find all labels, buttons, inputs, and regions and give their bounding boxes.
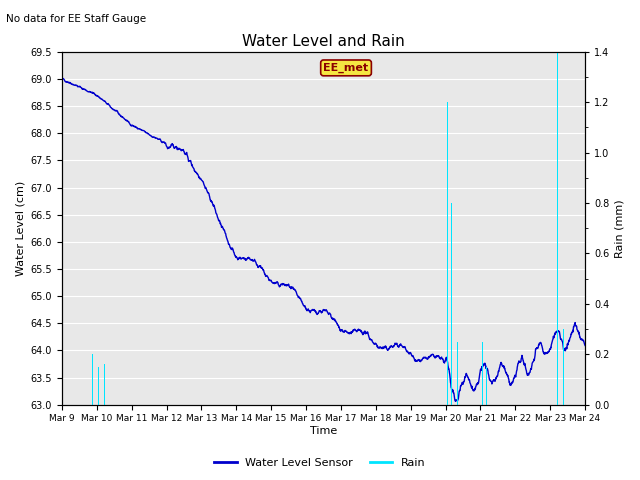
Legend: Water Level Sensor, Rain: Water Level Sensor, Rain [210,453,430,472]
X-axis label: Time: Time [310,426,337,436]
Text: EE_met: EE_met [323,63,369,73]
Y-axis label: Water Level (cm): Water Level (cm) [15,180,25,276]
Y-axis label: Rain (mm): Rain (mm) [615,199,625,258]
Title: Water Level and Rain: Water Level and Rain [242,34,405,49]
Text: No data for EE Staff Gauge: No data for EE Staff Gauge [6,14,147,24]
